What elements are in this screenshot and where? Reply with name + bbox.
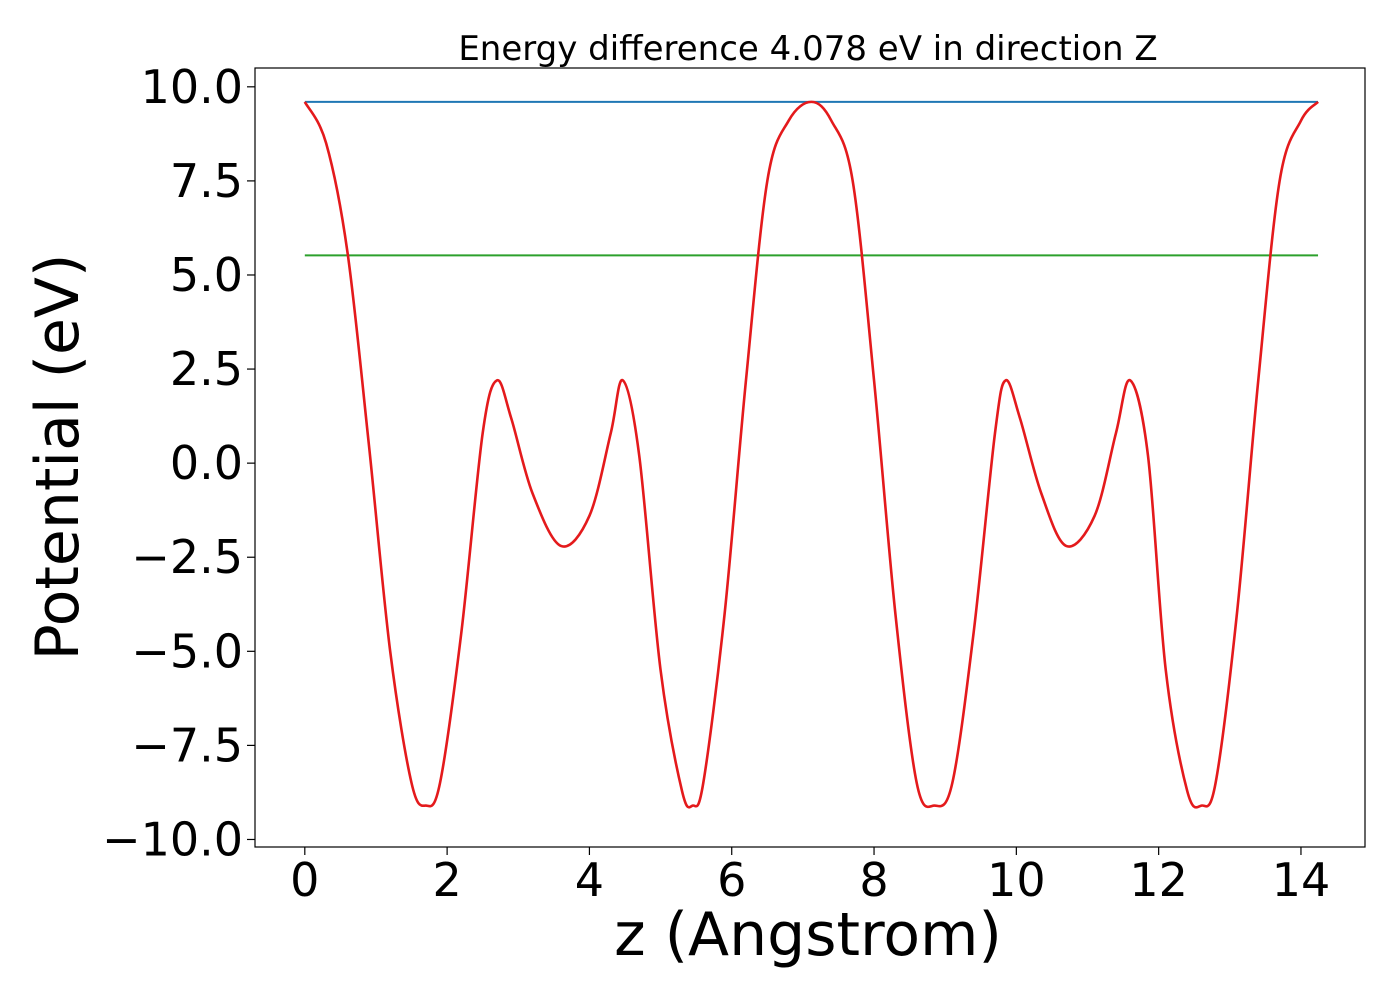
x-tick-label: 14 [1272, 853, 1331, 907]
x-tick-label: 6 [717, 853, 746, 907]
y-tick-label: −5.0 [131, 624, 243, 678]
y-tick-label: 0.0 [170, 436, 243, 490]
x-tick-label: 12 [1129, 853, 1188, 907]
x-tick-label: 10 [987, 853, 1046, 907]
plot-frame [254, 67, 1366, 848]
y-tick-label: −7.5 [131, 718, 243, 772]
series-line-3 [303, 100, 1320, 809]
y-axis-label: Potential (eV) [23, 254, 93, 661]
y-tick-label: 2.5 [170, 342, 243, 396]
plot-area [303, 100, 1320, 809]
x-tick-label: 0 [290, 853, 319, 907]
x-axis: 0 2 4 6 8 10 12 14 [290, 847, 1330, 907]
y-tick-label: −2.5 [131, 530, 243, 584]
y-tick-label: 7.5 [170, 154, 243, 208]
y-tick-label: 5.0 [170, 248, 243, 302]
y-tick-label: −10.0 [102, 812, 243, 866]
x-axis-label: z (Angstrom) [614, 900, 1002, 970]
x-tick-label: 4 [575, 853, 604, 907]
x-tick-label: 2 [432, 853, 461, 907]
y-tick-label: 10.0 [141, 60, 243, 114]
chart-title: Energy difference 4.078 eV in direction … [458, 29, 1157, 69]
y-axis: −10.0 −7.5 −5.0 −2.5 0.0 2.5 5.0 7.5 10.0 [102, 60, 255, 866]
x-tick-label: 8 [859, 853, 888, 907]
